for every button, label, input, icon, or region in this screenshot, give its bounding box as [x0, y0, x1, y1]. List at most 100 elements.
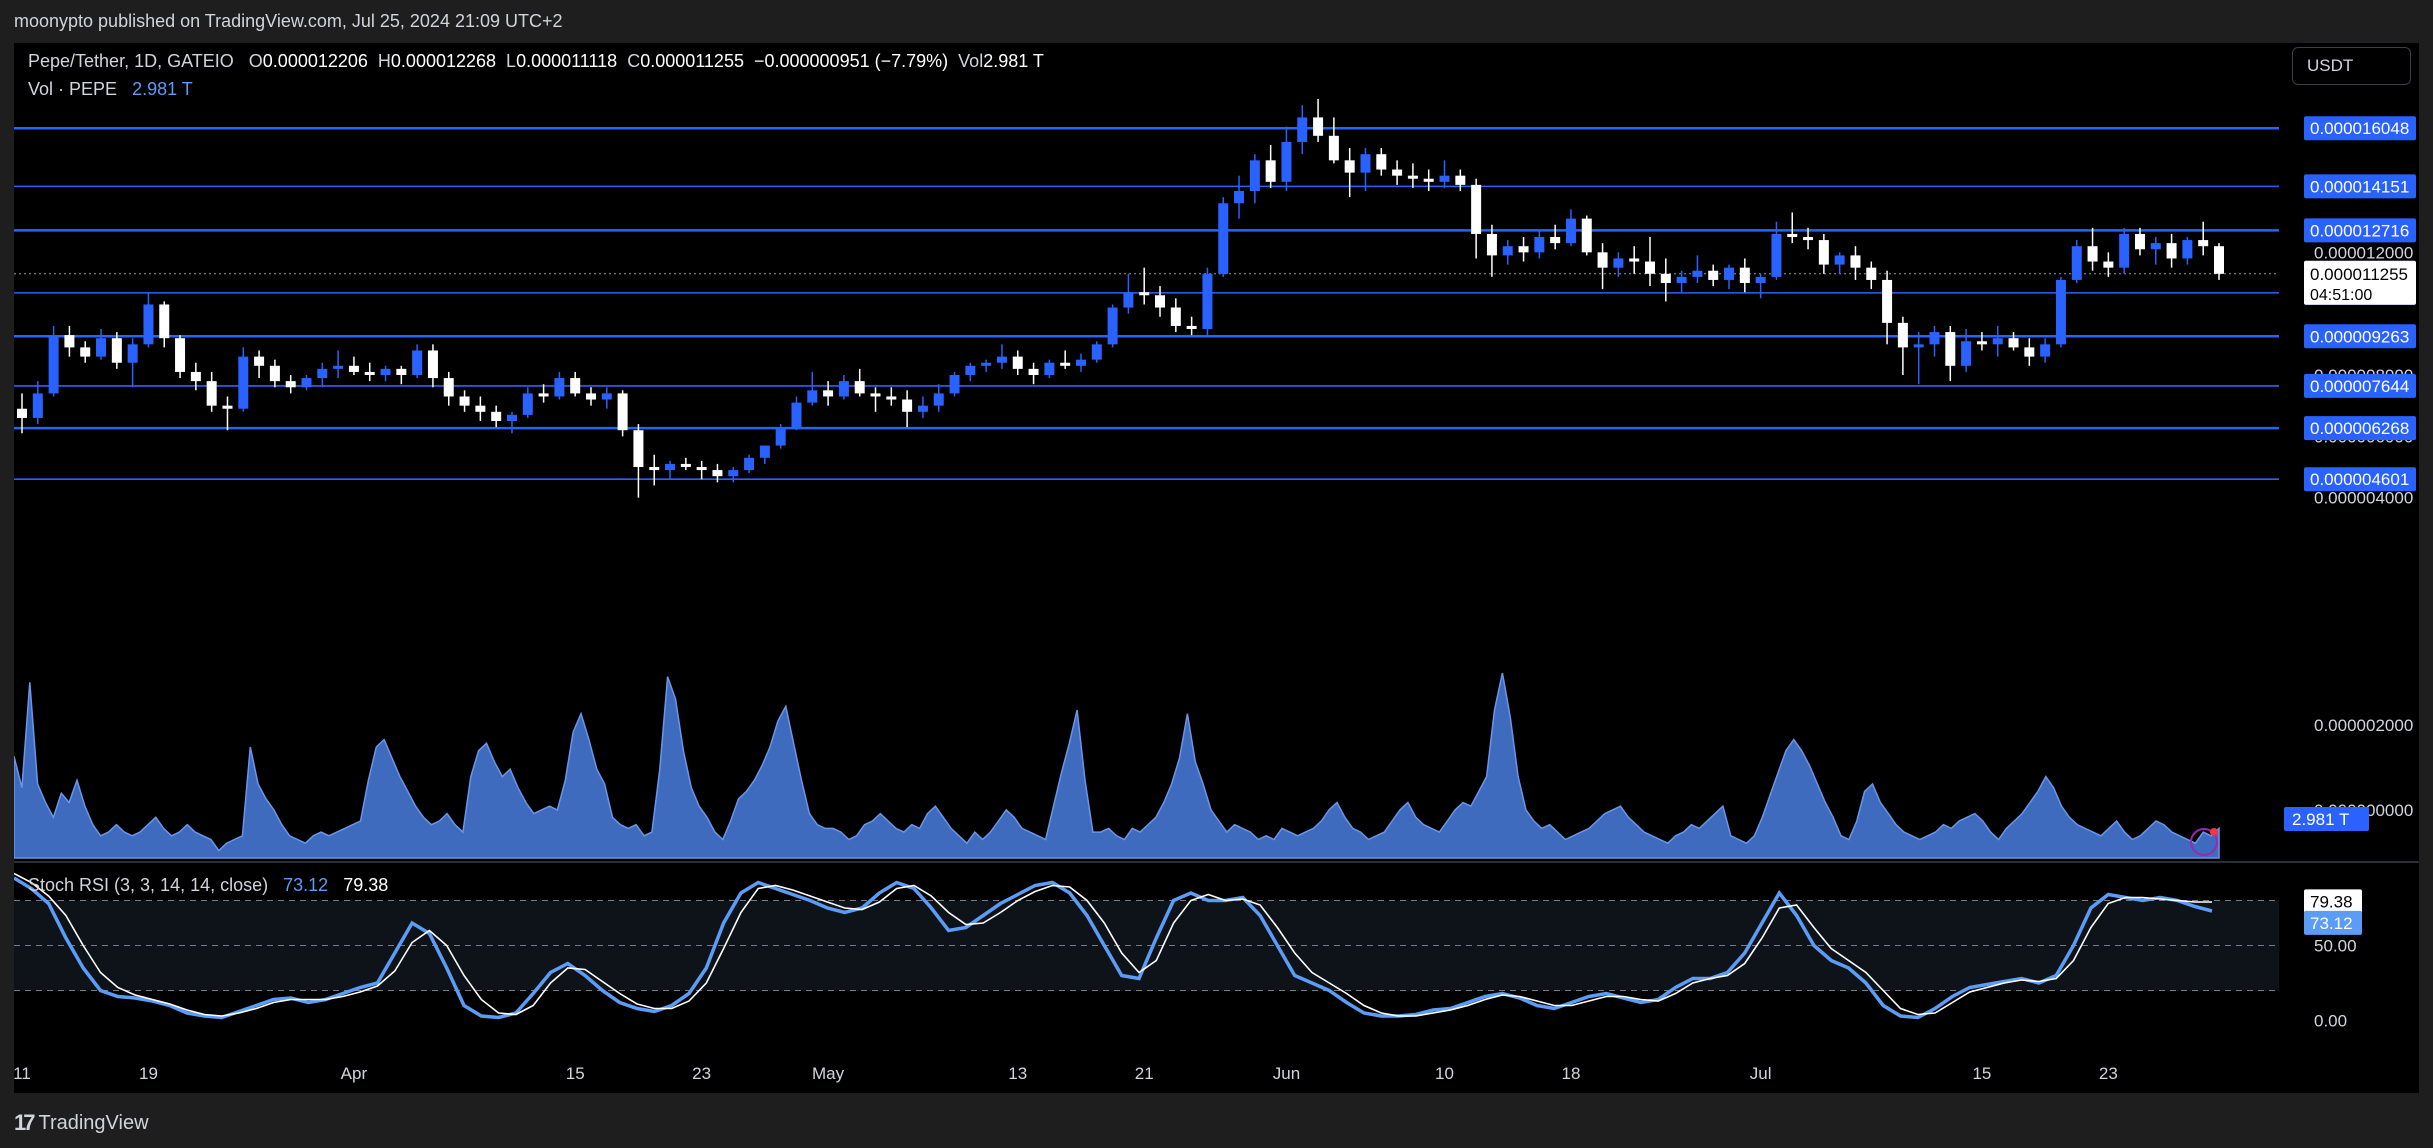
candle-body: [1581, 218, 1592, 253]
candle-body: [1376, 154, 1387, 170]
candle-body: [996, 356, 1007, 363]
candle-body: [1502, 246, 1513, 256]
candle-body: [1360, 154, 1371, 173]
candle-body: [1597, 252, 1608, 268]
candle-body: [570, 378, 581, 394]
candle-body: [2182, 240, 2193, 259]
candle-body: [917, 405, 928, 412]
candle-body: [1739, 267, 1750, 283]
level-price-label: 0.000006268: [2310, 419, 2409, 438]
candle-body: [2134, 233, 2145, 250]
volume-value-label: 2.981 T: [2292, 810, 2349, 829]
volume-legend-label[interactable]: Vol · PEPE: [28, 79, 118, 99]
candle-body: [64, 335, 75, 348]
rsi-legend: Stoch RSI (3, 3, 14, 14, close) 73.12 79…: [28, 875, 388, 896]
candle-body: [2040, 344, 2051, 357]
currency-button[interactable]: USDT: [2292, 47, 2411, 85]
volume-tick: 0.000002000: [2314, 716, 2413, 735]
level-price-label: 0.000016048: [2310, 119, 2409, 138]
rsi-d-tag: [2304, 889, 2362, 914]
candle-body: [538, 393, 549, 397]
close-value: 0.000011255: [640, 51, 744, 71]
candle-body: [2166, 243, 2177, 259]
candle-body: [238, 356, 249, 409]
rsi-k-tag: [2304, 910, 2362, 935]
rsi-tick: 0.00: [2314, 1012, 2347, 1031]
time-tick: May: [812, 1064, 845, 1083]
time-tick: 13: [1008, 1064, 1027, 1083]
candle-body: [1787, 233, 1798, 237]
candle-body: [1818, 240, 1829, 265]
chart-svg[interactable]: 0.0000120000.0000080000.0000060000.00000…: [13, 43, 2419, 1093]
candle-body: [1961, 341, 1972, 366]
volume-area: [13, 672, 2220, 859]
candle-body: [80, 347, 91, 357]
price-axis[interactable]: 0.0000120000.0000080000.0000060000.00000…: [2190, 116, 2416, 1031]
candle-body: [823, 390, 834, 397]
candle-body: [1139, 292, 1150, 296]
candle-body: [933, 393, 944, 406]
candle-body: [2198, 240, 2209, 247]
candle-body: [1929, 332, 1940, 345]
time-axis[interactable]: 11 19 Apr 15 23 May 13 21 Jun 10 18 Jul 15 23: [13, 1064, 2118, 1083]
rsi-tick: 50.00: [2314, 937, 2357, 956]
candle-body: [2214, 246, 2224, 274]
published-text: moonypto published on TradingView.com, J…: [14, 11, 563, 31]
ohlc-legend: Pepe/Tether, 1D, GATEIO O0.000012206 H0.…: [28, 51, 1044, 72]
candle-body: [633, 430, 644, 467]
candle-body: [1755, 276, 1766, 283]
rsi-k-tag-label: 73.12: [2310, 914, 2353, 933]
tradingview-logo-icon: 17: [14, 1110, 36, 1135]
tradingview-logo[interactable]: 17 TradingView: [14, 1110, 149, 1136]
candle-body: [1044, 362, 1055, 375]
candle-body: [1866, 267, 1877, 280]
candle-body: [617, 393, 628, 431]
candle-body: [206, 381, 217, 406]
time-tick: 23: [692, 1064, 711, 1083]
candle-body: [712, 470, 723, 477]
rsi-legend-label[interactable]: Stoch RSI (3, 3, 14, 14, close): [28, 875, 269, 895]
candle-body: [269, 365, 280, 382]
candle-body: [1155, 295, 1166, 308]
candle-body: [522, 393, 533, 415]
candle-body: [649, 467, 660, 471]
candle-body: [2024, 347, 2035, 357]
level-price-label: 0.000009263: [2310, 327, 2409, 346]
candle-body: [1629, 258, 1640, 262]
candle-body: [586, 393, 597, 400]
level-price-label: 0.000012716: [2310, 221, 2409, 240]
candle-body: [775, 427, 786, 446]
volume-legend: Vol · PEPE 2.981 T: [28, 79, 193, 100]
candle-body: [1423, 178, 1434, 182]
chart-area[interactable]: 0.0000120000.0000080000.0000060000.00000…: [13, 43, 2419, 1093]
candle-body: [364, 371, 375, 375]
candle-body: [696, 467, 707, 471]
last-price-label: 0.000011255: [2310, 265, 2408, 284]
candle-body: [1075, 359, 1086, 366]
candle-body: [459, 396, 470, 406]
candle-body: [902, 399, 913, 412]
candle-body: [981, 362, 992, 366]
low-value: 0.000011118: [516, 51, 618, 71]
candle-body: [2103, 261, 2114, 268]
candle-body: [1186, 325, 1197, 329]
time-tick: 15: [566, 1064, 585, 1083]
time-tick: 23: [2099, 1064, 2118, 1083]
candle-body: [680, 463, 691, 467]
candle-body: [1803, 237, 1814, 241]
volume-legend-value: 2.981 T: [132, 79, 193, 99]
candle-body: [1976, 341, 1987, 345]
candle-body: [333, 365, 344, 369]
candle-body: [1486, 233, 1497, 256]
symbol-label[interactable]: Pepe/Tether, 1D, GATEIO: [28, 51, 234, 71]
candle-body: [1708, 270, 1719, 280]
candle-body: [1565, 218, 1576, 244]
change-value: −0.000000951 (−7.79%): [753, 51, 949, 71]
price-tick: 0.000004000: [2314, 489, 2413, 508]
candle-body: [1028, 368, 1039, 375]
candle-body: [965, 365, 976, 375]
time-tick: Apr: [341, 1064, 368, 1083]
time-tick: 18: [1562, 1064, 1581, 1083]
candle-body: [1534, 237, 1545, 253]
candle-body: [1850, 255, 1861, 268]
